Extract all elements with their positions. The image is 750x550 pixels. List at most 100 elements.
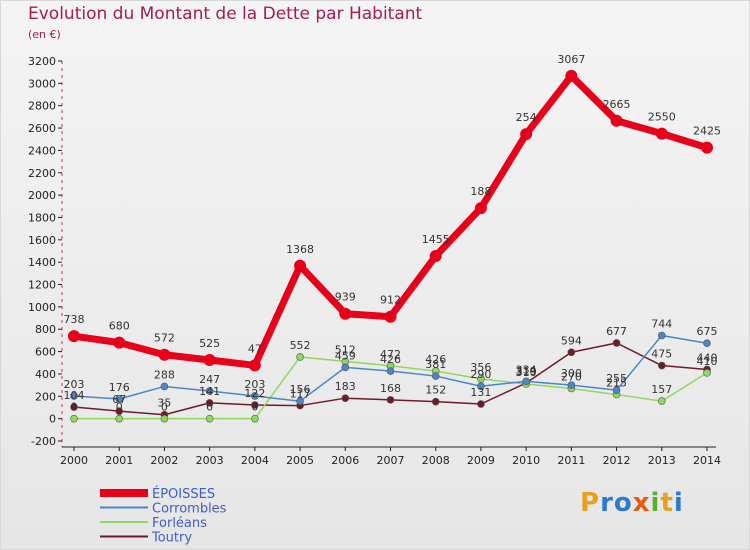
data-label: 594 [561,334,582,347]
logo-letter: r [600,488,614,518]
data-point [612,339,621,347]
proxiti-logo: Proxiti [580,488,684,518]
data-point [384,310,397,323]
data-label: 203 [244,378,265,391]
data-point [70,414,78,423]
data-label: 912 [380,294,401,307]
data-point [68,330,80,343]
data-point [294,259,307,272]
data-label: 680 [109,320,130,333]
data-label: 156 [290,383,311,396]
data-label: 0 [206,401,213,414]
data-label: 215 [606,377,627,390]
data-point [655,127,668,140]
data-point [657,361,666,370]
data-label: 738 [64,313,85,326]
data-point [160,382,169,391]
data-point [205,414,214,423]
x-tick-label: 2000 [60,454,88,467]
data-point [296,353,304,361]
logo-letter: i [673,488,684,518]
logo-letter: o [613,488,633,518]
chart-title: Evolution du Montant de la Dette par Hab… [28,4,423,24]
data-label: 677 [606,325,627,338]
data-point [701,141,713,154]
logo-letter: i [650,488,661,518]
data-point [115,414,124,423]
data-label: 152 [425,384,446,397]
data-point [477,400,485,408]
data-label: 3067 [557,53,585,66]
data-label: 475 [651,348,672,361]
data-point [520,128,533,141]
y-tick-label: 1800 [28,211,56,224]
data-label: 0 [251,401,258,414]
y-tick-label: 2200 [28,167,56,180]
data-label: 254 [516,111,537,124]
data-point [657,397,666,405]
data-point [251,401,259,409]
data-label: 675 [697,325,718,338]
data-label: 176 [109,381,130,394]
y-tick-label: 1600 [28,234,56,247]
data-label: 572 [154,332,175,345]
y-tick-label: -200 [31,435,56,448]
data-point [205,387,214,395]
x-tick-label: 2013 [648,454,676,467]
logo-letter: P [580,488,601,518]
data-label: 168 [380,382,401,395]
data-label: 512 [335,343,356,356]
y-tick-label: 2600 [28,122,56,135]
x-tick-label: 2001 [105,454,133,467]
y-tick-label: 2400 [28,144,56,157]
data-point [113,336,126,349]
x-tick-label: 2012 [603,454,631,467]
y-tick-label: 2800 [28,100,56,113]
y-tick-label: 1400 [28,256,56,269]
data-point [251,392,259,400]
data-point [477,382,485,391]
data-point [115,395,124,403]
data-label: 67 [112,393,126,406]
data-label: 1368 [286,243,314,256]
data-label: 356 [470,361,491,374]
data-label: 552 [290,339,311,352]
data-point [567,381,576,389]
y-tick-label: 400 [35,368,56,381]
data-point [341,363,350,372]
data-label: 744 [651,317,672,330]
data-label: 188 [470,185,491,198]
data-label: 472 [380,348,401,361]
chart-axes: -200020040060080010001200140016001800200… [28,55,721,467]
data-point [612,386,621,394]
legend-label: Forléans [152,516,207,531]
data-label: 426 [425,353,446,366]
data-label: 0 [116,401,123,414]
data-label: 440 [697,351,718,364]
x-tick-label: 2007 [377,454,405,467]
data-point [657,331,666,340]
data-label: 2550 [648,111,676,124]
logo-letter: x [632,488,651,518]
data-point [610,114,623,127]
data-point [567,348,576,357]
y-tick-label: 0 [49,413,56,426]
data-point [70,403,78,411]
data-point [70,392,78,400]
data-point [386,396,395,404]
data-label: 247 [199,373,220,386]
data-label: 131 [470,386,491,399]
x-tick-label: 2009 [467,454,495,467]
data-label: 290 [470,368,491,381]
data-point [431,397,440,406]
data-label: 334 [516,363,537,376]
data-point [565,69,578,82]
data-point [474,202,487,215]
data-label: 459 [335,349,356,362]
data-label: 1455 [422,233,450,246]
data-label: 300 [561,367,582,380]
y-tick-label: 1000 [28,301,56,314]
